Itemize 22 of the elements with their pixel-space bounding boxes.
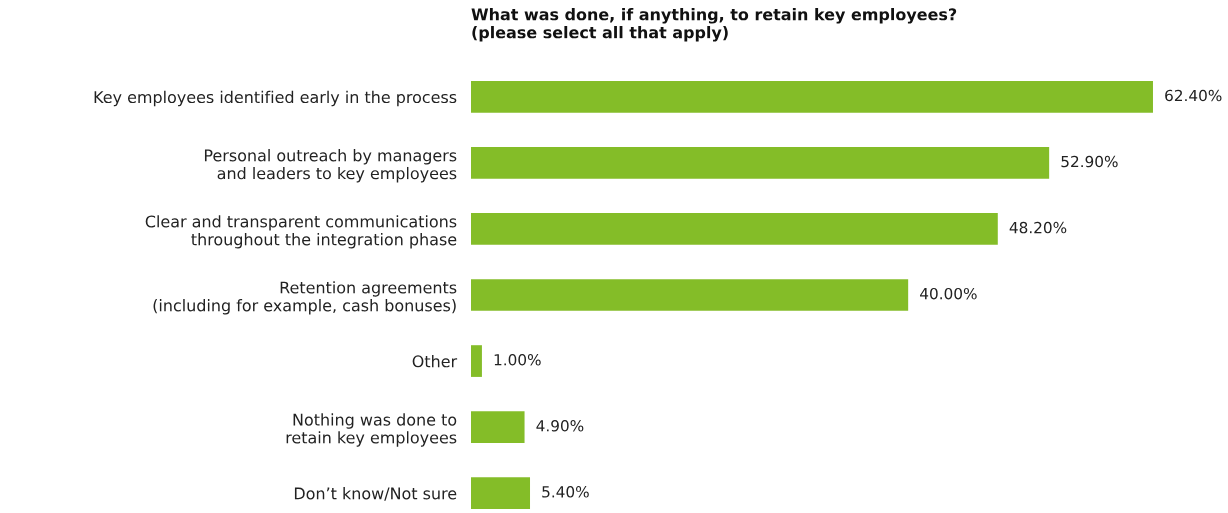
data-label: 4.90% [536,420,584,432]
bar [471,477,531,510]
y-tick-label: Clear and transparent communications throughout the integration phase [145,215,457,249]
chart-title: What was done, if anything, to retain key employees? (please select all that apply) [471,8,957,42]
data-label: 5.40% [542,486,589,498]
y-tick-label: Key employees identified early in the process [94,90,457,107]
data-label: 1.00% [494,353,541,366]
data-label: 40.00% [920,287,977,300]
y-tick-label: Other [412,354,458,368]
bar [471,80,1153,113]
data-label: 52.90% [1061,155,1118,168]
bar [471,345,482,377]
bar [471,411,525,443]
y-tick-label: Personal outreach by managers and leaders to key employees [204,149,457,183]
y-tick-label: Don’t know/Not sure [294,487,457,501]
bar [471,213,998,245]
data-label: 48.20% [1009,221,1067,234]
data-label: 62.40% [1165,89,1222,102]
bar [471,279,909,311]
y-tick-label: Retention agreements (including for example, cash bonuses) [153,281,457,315]
y-tick-label: Nothing was done to retain key employees [286,413,457,447]
bar [471,147,1050,179]
